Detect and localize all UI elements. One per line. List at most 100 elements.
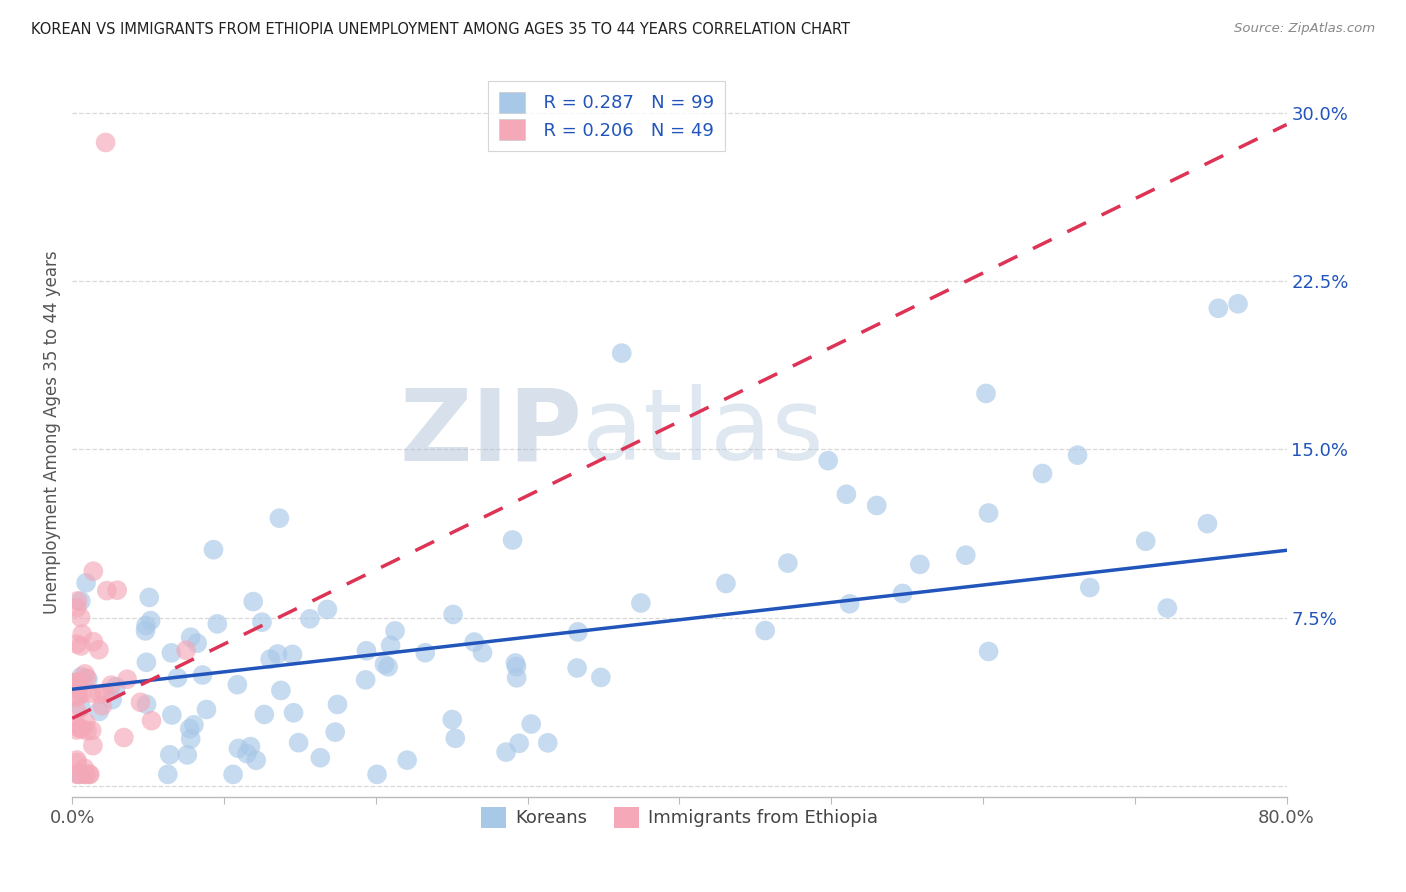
Point bbox=[505, 659, 527, 673]
Point bbox=[66, 675, 89, 690]
Point bbox=[283, 706, 305, 720]
Point bbox=[180, 630, 202, 644]
Point bbox=[377, 660, 399, 674]
Point bbox=[70, 722, 93, 736]
Point bbox=[75, 575, 97, 590]
Point bbox=[112, 731, 135, 745]
Point bbox=[396, 753, 419, 767]
Point bbox=[242, 594, 264, 608]
Point bbox=[66, 767, 89, 781]
Point bbox=[891, 586, 914, 600]
Point bbox=[139, 614, 162, 628]
Point bbox=[89, 705, 111, 719]
Point bbox=[105, 583, 128, 598]
Point bbox=[1156, 601, 1178, 615]
Point bbox=[183, 718, 205, 732]
Point bbox=[226, 678, 249, 692]
Point bbox=[835, 487, 858, 501]
Point bbox=[776, 556, 799, 570]
Point bbox=[70, 627, 93, 641]
Point bbox=[100, 678, 122, 692]
Point bbox=[135, 618, 157, 632]
Point bbox=[66, 594, 89, 608]
Text: ZIP: ZIP bbox=[399, 384, 582, 481]
Point bbox=[134, 624, 156, 638]
Point bbox=[66, 705, 89, 719]
Point bbox=[77, 673, 100, 687]
Point bbox=[366, 767, 388, 781]
Point bbox=[66, 723, 89, 737]
Point bbox=[82, 564, 104, 578]
Point bbox=[1078, 581, 1101, 595]
Point bbox=[266, 647, 288, 661]
Point bbox=[505, 656, 527, 670]
Point bbox=[129, 695, 152, 709]
Point bbox=[159, 747, 181, 762]
Point bbox=[94, 136, 117, 150]
Point bbox=[714, 576, 737, 591]
Point bbox=[354, 673, 377, 687]
Point bbox=[70, 639, 93, 653]
Point bbox=[73, 761, 96, 775]
Point bbox=[195, 702, 218, 716]
Point bbox=[73, 667, 96, 681]
Point bbox=[287, 736, 309, 750]
Point bbox=[1206, 301, 1229, 316]
Point bbox=[207, 616, 229, 631]
Point bbox=[82, 634, 104, 648]
Point bbox=[176, 747, 198, 762]
Point bbox=[380, 639, 402, 653]
Point bbox=[79, 767, 101, 781]
Point bbox=[259, 652, 281, 666]
Point bbox=[373, 657, 395, 672]
Point bbox=[1031, 467, 1053, 481]
Point bbox=[180, 731, 202, 746]
Point bbox=[115, 672, 138, 686]
Point bbox=[866, 499, 889, 513]
Point bbox=[69, 610, 91, 624]
Point bbox=[104, 680, 127, 694]
Point bbox=[69, 767, 91, 781]
Point bbox=[977, 506, 1000, 520]
Point bbox=[495, 745, 517, 759]
Point bbox=[281, 648, 304, 662]
Point bbox=[160, 646, 183, 660]
Point bbox=[1066, 448, 1088, 462]
Point bbox=[67, 767, 90, 781]
Point bbox=[326, 698, 349, 712]
Point bbox=[75, 767, 97, 781]
Point bbox=[79, 767, 101, 781]
Point bbox=[82, 739, 104, 753]
Point bbox=[222, 767, 245, 781]
Point bbox=[463, 635, 485, 649]
Point bbox=[356, 644, 378, 658]
Point bbox=[384, 624, 406, 638]
Y-axis label: Unemployment Among Ages 35 to 44 years: Unemployment Among Ages 35 to 44 years bbox=[44, 251, 60, 615]
Point bbox=[166, 671, 188, 685]
Point bbox=[138, 591, 160, 605]
Point bbox=[202, 542, 225, 557]
Point bbox=[270, 683, 292, 698]
Point bbox=[520, 717, 543, 731]
Point bbox=[91, 698, 114, 713]
Point bbox=[135, 698, 157, 712]
Point bbox=[66, 756, 89, 770]
Point bbox=[1197, 516, 1219, 531]
Point bbox=[160, 708, 183, 723]
Point bbox=[70, 687, 93, 701]
Point bbox=[101, 692, 124, 706]
Point bbox=[236, 747, 259, 761]
Point bbox=[93, 686, 115, 700]
Point bbox=[135, 655, 157, 669]
Point bbox=[156, 767, 179, 781]
Point bbox=[228, 741, 250, 756]
Text: atlas: atlas bbox=[582, 384, 824, 481]
Point bbox=[66, 675, 89, 690]
Point bbox=[298, 612, 321, 626]
Legend: Koreans, Immigrants from Ethiopia: Koreans, Immigrants from Ethiopia bbox=[474, 800, 886, 835]
Point bbox=[817, 453, 839, 467]
Point bbox=[1135, 534, 1157, 549]
Point bbox=[80, 723, 103, 738]
Text: KOREAN VS IMMIGRANTS FROM ETHIOPIA UNEMPLOYMENT AMONG AGES 35 TO 44 YEARS CORREL: KOREAN VS IMMIGRANTS FROM ETHIOPIA UNEMP… bbox=[31, 22, 851, 37]
Point bbox=[67, 689, 90, 703]
